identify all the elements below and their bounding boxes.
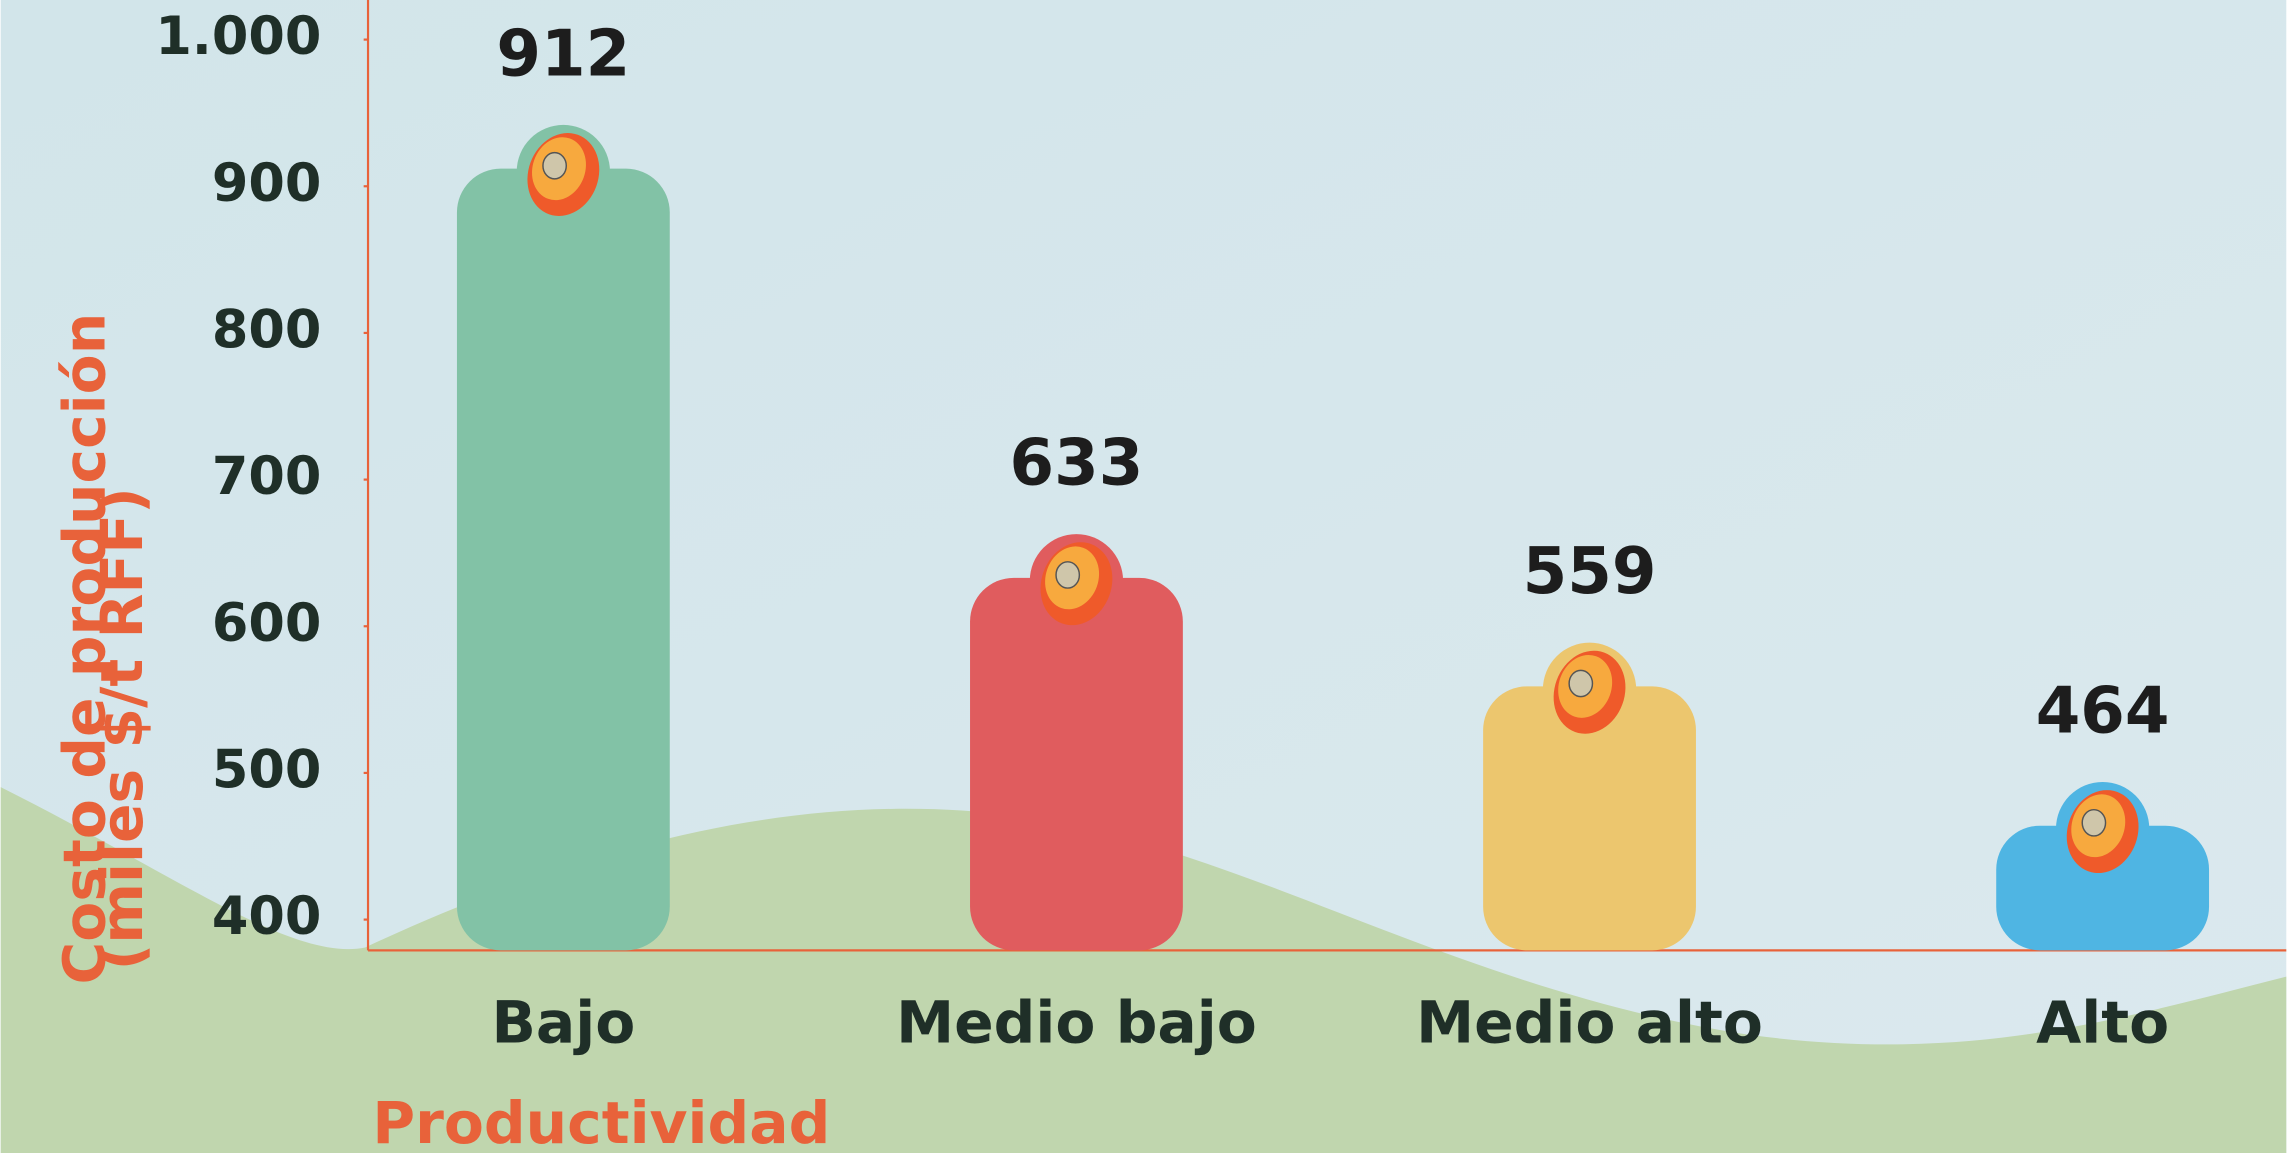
y-tick-label: 1.000 (155, 6, 321, 67)
x-tick-label: Medio alto (1416, 988, 1763, 1056)
y-tick-label: 900 (212, 153, 322, 214)
x-tick-label: Medio bajo (896, 988, 1257, 1056)
bar (457, 169, 670, 951)
value-label: 559 (1523, 534, 1657, 609)
bar-group (970, 532, 1183, 950)
chart: Costo de producción (miles $/t RFF) Prod… (0, 0, 2287, 1153)
bar (970, 578, 1183, 951)
x-tick-label: Bajo (491, 988, 635, 1056)
fruit-seed (543, 153, 566, 179)
fruit-seed (1569, 670, 1592, 696)
y-tick-label: 500 (212, 740, 322, 801)
value-label: 633 (1010, 426, 1144, 501)
y-tick-label: 700 (212, 446, 322, 507)
y-tick-label: 800 (212, 300, 322, 361)
y-axis-title: (miles $/t RFF) (88, 487, 156, 970)
y-tick-label: 400 (212, 886, 322, 947)
value-label: 912 (496, 16, 630, 91)
bar-group (457, 123, 670, 951)
y-tick-label: 600 (212, 593, 322, 654)
x-tick-label: Alto (2036, 988, 2169, 1056)
page: Costo de producción (miles $/t RFF) Prod… (0, 0, 2287, 1153)
x-axis-title: Productividad (372, 1089, 830, 1153)
fruit-seed (2082, 810, 2105, 836)
value-label: 464 (2036, 674, 2170, 749)
fruit-seed (1056, 562, 1079, 588)
